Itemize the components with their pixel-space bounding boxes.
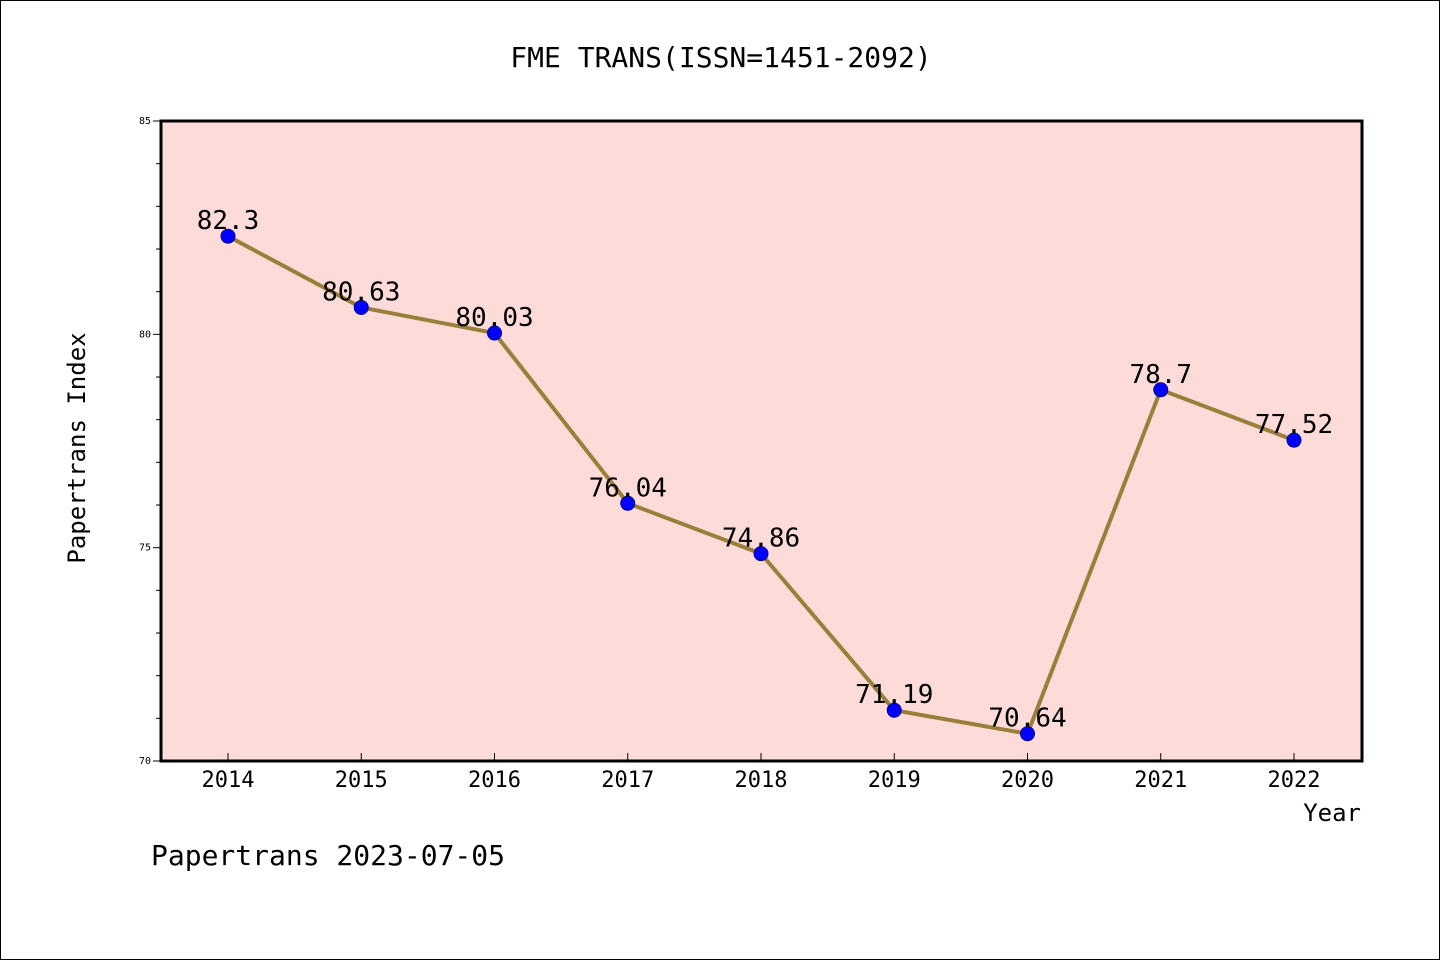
y-tick-label: 85 [139,116,151,127]
y-axis: 70 75 80 85 [139,116,161,767]
data-label: 78.7 [1129,360,1192,390]
footer-date: Papertrans 2023-07-05 [151,839,505,872]
x-tick-label: 2020 [1001,768,1054,793]
y-tick-label: 80 [139,329,151,340]
y-tick-label: 70 [139,756,151,767]
x-tick-label: 2019 [868,768,921,793]
y-tick-label: 75 [139,543,151,554]
data-point [1153,382,1169,398]
data-label: 80.03 [455,303,533,333]
data-label: 80.63 [322,277,400,307]
x-tick-label: 2022 [1268,768,1321,793]
data-point [753,546,769,562]
x-tick-label: 2018 [735,768,788,793]
x-axis-title: Year [1303,799,1361,827]
data-point [886,702,902,718]
data-point [487,325,502,341]
x-tick-label: 2016 [468,768,521,793]
x-tick-label: 2021 [1134,768,1187,793]
data-point [220,228,236,244]
plot-area [161,121,1362,761]
x-tick-label: 2017 [601,768,654,793]
data-point [620,495,636,511]
data-label: 71.19 [855,680,933,710]
data-point [1020,726,1035,742]
data-point [1286,432,1302,448]
plot-border [159,119,1364,763]
data-label: 74.86 [722,524,800,554]
data-label: 77.52 [1255,410,1333,440]
data-point [353,299,369,315]
chart-title: FME TRANS(ISSN=1451-2092) [510,41,931,74]
x-tick-label: 2014 [202,768,255,793]
data-label: 70.64 [988,704,1066,734]
series-markers [220,228,1302,742]
data-labels: 82.3 80.63 80.03 76.04 74.86 71.19 70.64 78.7 77… [197,206,1333,733]
x-axis: 2014 2015 2016 2017 2018 2019 2020 2021 2022 [202,753,1321,793]
data-label: 82.3 [197,206,260,236]
y-axis-title: Papertrans Index [63,332,91,563]
data-label: 76.04 [589,473,667,503]
x-tick-label: 2015 [335,768,388,793]
